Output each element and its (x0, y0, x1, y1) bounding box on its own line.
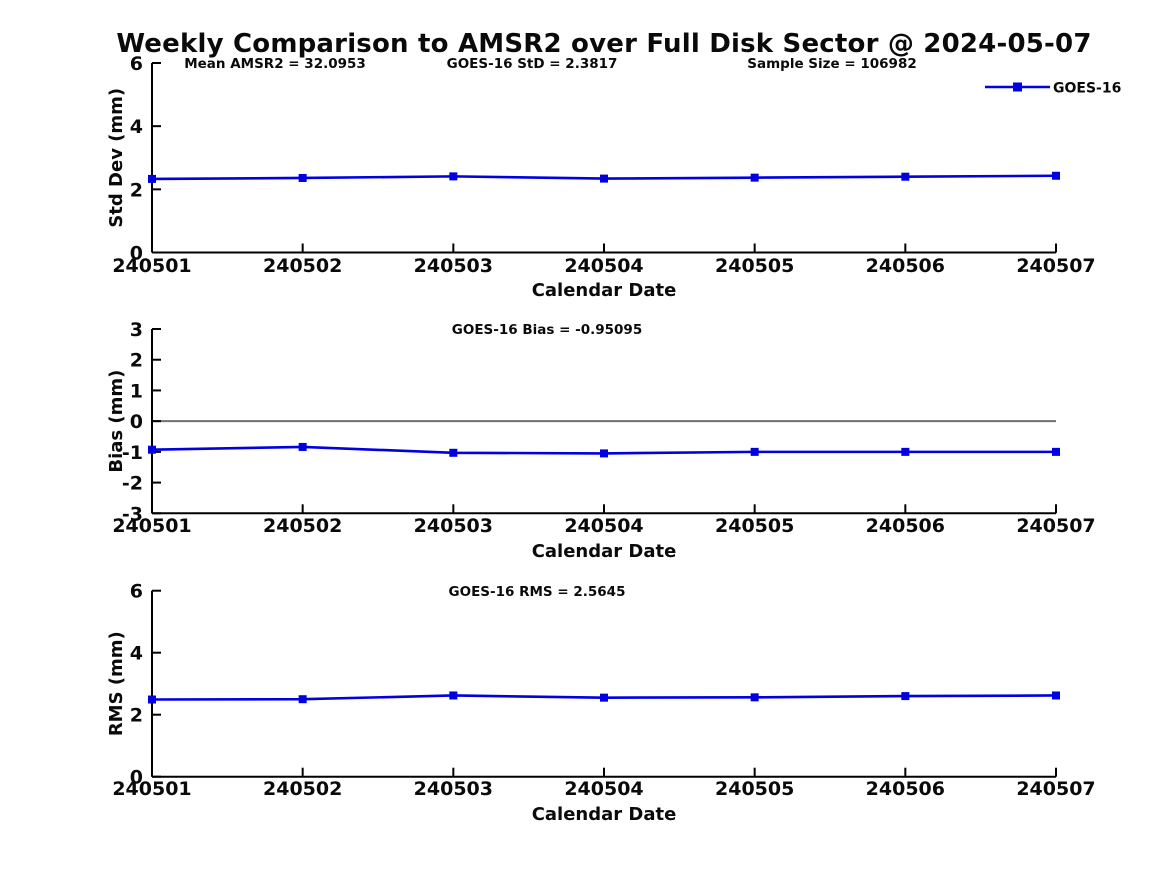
y-axis-label: Std Dev (mm) (106, 88, 127, 228)
y-tick-label: 3 (130, 319, 143, 341)
y-tick-label: -1 (122, 442, 143, 464)
x-tick-label: 240504 (564, 255, 643, 277)
y-axis-label: RMS (mm) (106, 631, 127, 736)
x-tick-label: 240504 (564, 778, 643, 800)
series-marker (148, 695, 156, 704)
series-marker (600, 174, 608, 183)
series-marker (901, 692, 910, 701)
series-marker (148, 174, 156, 183)
annotation-text: GOES-16 RMS = 2.5645 (449, 584, 626, 600)
x-tick-label: 240502 (263, 778, 342, 800)
x-tick-label: 240505 (715, 255, 794, 277)
y-tick-label: -2 (122, 473, 143, 495)
y-tick-label: 2 (130, 705, 143, 727)
series-marker (148, 445, 156, 454)
x-tick-label: 240502 (263, 515, 342, 537)
y-tick-label: 2 (130, 179, 143, 201)
annotation-text: GOES-16 Bias = -0.95095 (452, 322, 642, 338)
x-tick-label: 240503 (414, 515, 493, 537)
series-marker (750, 693, 759, 702)
y-tick-label: 4 (130, 116, 143, 138)
y-tick-label: 0 (130, 411, 143, 433)
x-tick-label: 240504 (564, 515, 643, 537)
legend-label: GOES-16 (1053, 81, 1121, 97)
y-tick-label: 2 (130, 350, 143, 372)
x-axis-label: Calendar Date (532, 280, 677, 301)
annotation-text: Sample Size = 106982 (747, 56, 916, 72)
x-tick-label: 240505 (715, 778, 794, 800)
series-marker (600, 449, 608, 458)
y-tick-label: 6 (130, 581, 143, 603)
y-tick-label: 0 (130, 243, 143, 265)
series-marker (1052, 691, 1060, 700)
x-tick-label: 240506 (866, 255, 945, 277)
x-tick-label: 240501 (112, 778, 191, 800)
series-marker (298, 695, 307, 704)
series-marker (1052, 171, 1060, 180)
series-marker (750, 447, 759, 456)
series-marker (901, 172, 910, 181)
x-tick-label: 240506 (866, 778, 945, 800)
x-tick-label: 240507 (1016, 255, 1095, 277)
rms-chart: 0 2 4 6 240501 240502 240503 240504 240505 240506… (106, 581, 1096, 825)
x-axis-label: Calendar Date (532, 804, 677, 825)
series-marker (750, 173, 759, 182)
x-tick-label: 240501 (112, 255, 191, 277)
y-tick-label: 6 (130, 55, 143, 75)
legend-marker (1013, 82, 1022, 92)
series-marker (1052, 447, 1060, 456)
x-tick-label: 240501 (112, 515, 191, 537)
bias-chart: -3 -2 -1 0 1 2 3 240501 240502 240503 240504 240505… (106, 319, 1096, 562)
y-axis-label: Bias (mm) (106, 370, 127, 473)
series-marker (449, 172, 458, 181)
x-tick-label: 240503 (414, 255, 493, 277)
series-marker (901, 447, 910, 456)
annotation-text: GOES-16 StD = 2.3817 (447, 56, 618, 72)
y-tick-label: 0 (130, 767, 143, 789)
x-axis-label: Calendar Date (532, 541, 677, 562)
series-marker (449, 448, 458, 457)
x-tick-label: 240507 (1016, 515, 1095, 537)
x-tick-label: 240505 (715, 515, 794, 537)
y-tick-label: 4 (130, 643, 143, 665)
series-marker (449, 691, 458, 700)
x-tick-label: 240502 (263, 255, 342, 277)
series-marker (298, 173, 307, 182)
series-marker (298, 442, 307, 451)
x-tick-label: 240506 (866, 515, 945, 537)
x-tick-label: 240507 (1016, 778, 1095, 800)
series-marker (600, 693, 608, 702)
figure-title: Weekly Comparison to AMSR2 over Full Dis… (116, 29, 1092, 59)
annotation-text: Mean AMSR2 = 32.0953 (184, 56, 366, 72)
y-tick-label: 1 (130, 380, 143, 402)
y-tick-label: -3 (122, 503, 143, 525)
stddev-chart: 0 2 4 6 240501 240502 240503 240504 240505 240506… (106, 55, 1121, 301)
x-tick-label: 240503 (414, 778, 493, 800)
